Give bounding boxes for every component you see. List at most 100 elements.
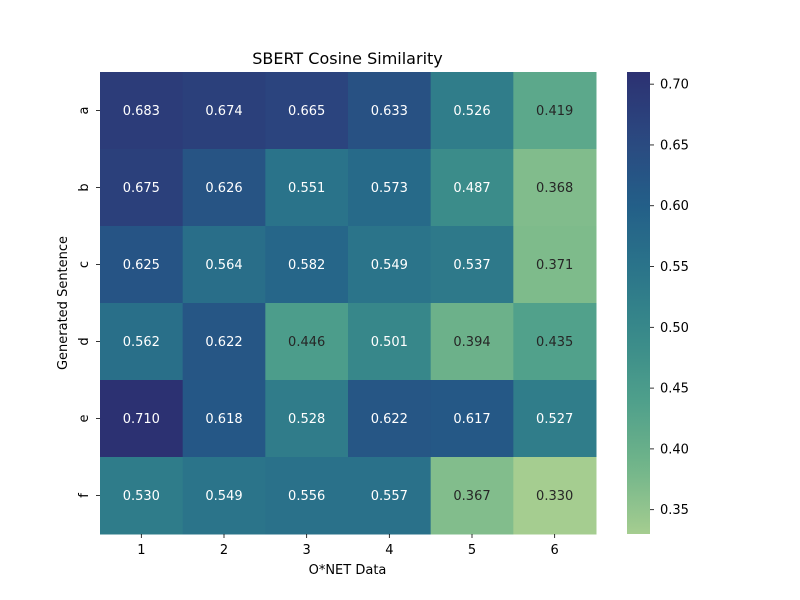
heatmap-cell [430,149,514,227]
cell-value-label: 0.549 [205,489,242,504]
cell-value-label: 0.562 [123,335,160,350]
y-tick-label: b [77,183,92,191]
cell-value-label: 0.564 [205,258,242,273]
cell-value-label: 0.665 [288,104,325,119]
cell-value-label: 0.626 [205,181,242,196]
heatmap-cell [265,226,349,304]
colorbar-tick-label: 0.65 [660,138,689,153]
cell-value-label: 0.419 [536,104,573,119]
y-tick-label: d [77,337,92,345]
cell-value-label: 0.368 [536,181,573,196]
heatmap-cell [265,457,349,535]
x-tick-label: 5 [468,543,476,558]
colorbar-gradient [627,72,650,534]
cell-value-label: 0.675 [123,181,160,196]
y-tick-label: c [77,261,92,268]
heatmap-cell [100,226,184,304]
y-tick-label: e [77,415,92,423]
cell-value-label: 0.435 [536,335,573,350]
cell-value-label: 0.582 [288,258,325,273]
cell-value-label: 0.537 [453,258,490,273]
y-tick-label: a [77,107,92,115]
colorbar-tick-label: 0.70 [660,78,689,93]
cell-value-label: 0.618 [205,412,242,427]
heatmap-cell [348,380,432,458]
cell-value-label: 0.530 [123,489,160,504]
x-tick-label: 6 [551,543,559,558]
cell-value-label: 0.622 [205,335,242,350]
x-tick-label: 1 [137,543,145,558]
heatmap-cell [430,303,514,381]
colorbar: 0.35 0.40 0.45 0.50 0.55 0.60 0.65 0.70 [627,72,689,534]
heatmap-cell [513,72,597,150]
heatmap-cells: 0.683 0.674 0.665 0.633 0.526 0.419 0.675 0.626… [100,72,597,535]
heatmap-cell [182,303,266,381]
colorbar-tick-label: 0.55 [660,260,689,275]
heatmap-cell [430,226,514,304]
cell-value-label: 0.371 [536,258,573,273]
y-axis-ticks: a b c d e f [77,107,100,498]
y-tick-label: f [77,493,92,498]
heatmap-cell [265,72,349,150]
cell-value-label: 0.625 [123,258,160,273]
heatmap-cell [100,149,184,227]
cell-value-label: 0.710 [123,412,160,427]
heatmap-cell [348,303,432,381]
cell-value-label: 0.367 [453,489,490,504]
heatmap-cell [513,303,597,381]
cell-value-label: 0.551 [288,181,325,196]
colorbar-tick-label: 0.35 [660,503,689,518]
colorbar-tick-label: 0.45 [660,382,689,397]
cell-value-label: 0.573 [371,181,408,196]
heatmap-cell [265,149,349,227]
heatmap-cell [265,380,349,458]
cell-value-label: 0.617 [453,412,490,427]
cell-value-label: 0.674 [205,104,242,119]
cell-value-label: 0.501 [371,335,408,350]
heatmap-cell [348,149,432,227]
heatmap-cell [182,149,266,227]
cell-value-label: 0.394 [453,335,490,350]
x-tick-label: 3 [303,543,311,558]
cell-value-label: 0.487 [453,181,490,196]
heatmap-cell [100,380,184,458]
heatmap-cell [182,72,266,150]
cell-value-label: 0.527 [536,412,573,427]
y-axis-label: Generated Sentence [56,236,71,370]
heatmap-cell [513,149,597,227]
cell-value-label: 0.330 [536,489,573,504]
colorbar-tick-label: 0.60 [660,199,689,214]
cell-value-label: 0.556 [288,489,325,504]
cell-value-label: 0.622 [371,412,408,427]
cell-value-label: 0.633 [371,104,408,119]
heatmap-cell [513,226,597,304]
x-axis-ticks: 1 2 3 4 5 6 [137,534,559,558]
cell-value-label: 0.549 [371,258,408,273]
x-tick-label: 2 [220,543,228,558]
heatmap-cell [430,380,514,458]
x-axis-label: O*NET Data [309,563,387,578]
heatmap-cell [513,380,597,458]
cell-value-label: 0.528 [288,412,325,427]
heatmap-cell [100,303,184,381]
cell-value-label: 0.557 [371,489,408,504]
cell-value-label: 0.683 [123,104,160,119]
heatmap-cell [100,72,184,150]
heatmap-cell [513,457,597,535]
heatmap-cell [182,226,266,304]
heatmap-cell [430,72,514,150]
heatmap-cell [348,457,432,535]
heatmap-cell [182,457,266,535]
heatmap-cell [265,303,349,381]
cell-value-label: 0.446 [288,335,325,350]
colorbar-tick-label: 0.50 [660,321,689,336]
chart-title: SBERT Cosine Similarity [252,49,443,68]
cell-value-label: 0.526 [453,104,490,119]
heatmap-cell [100,457,184,535]
heatmap-cell [182,380,266,458]
heatmap-cell [348,226,432,304]
x-tick-label: 4 [385,543,393,558]
heatmap-cell [430,457,514,535]
heatmap-cell [348,72,432,150]
